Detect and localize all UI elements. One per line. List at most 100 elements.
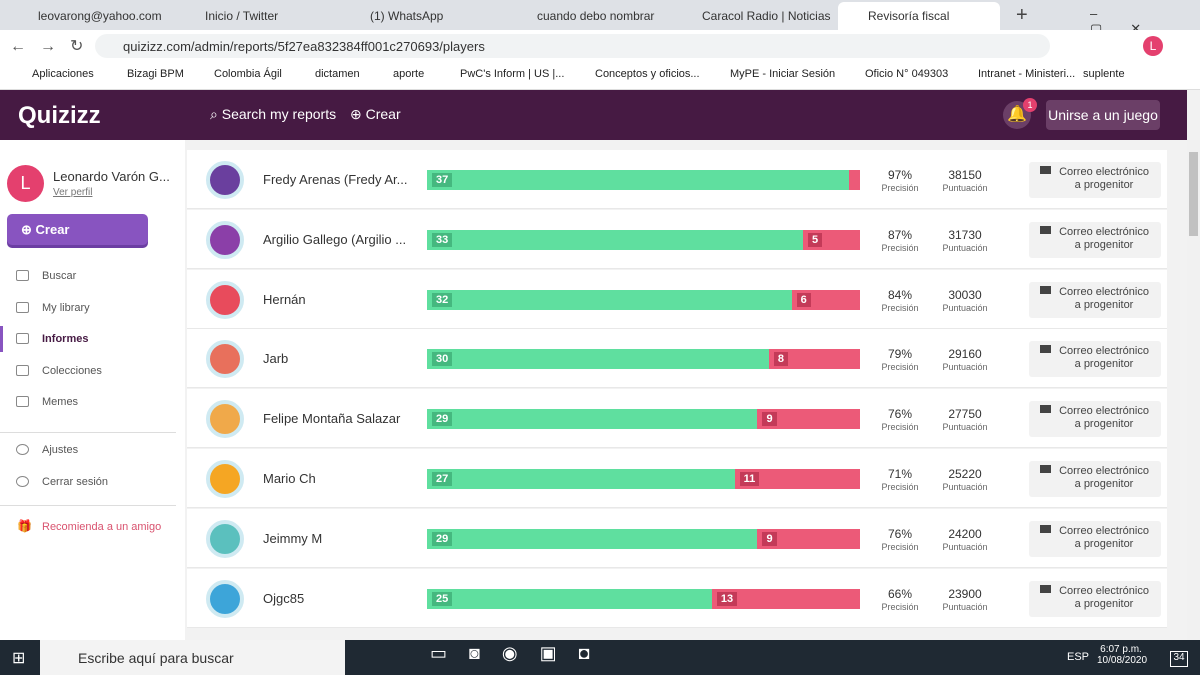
player-avatar	[206, 460, 244, 498]
score: 29160	[948, 347, 982, 362]
nav-item[interactable]: Ajustes	[42, 444, 79, 456]
correct-count: 30	[432, 352, 453, 367]
accuracy-label: Precisión	[881, 541, 919, 552]
bookmark[interactable]: Colombia Ágil	[214, 68, 282, 80]
profile-avatar[interactable]: L	[1143, 36, 1163, 56]
email-button[interactable]: Correo electrónico a progenitor	[1029, 162, 1161, 198]
player-name: Hernán	[263, 291, 306, 307]
bookmark[interactable]: MyPE - Iniciar Sesión	[730, 68, 836, 80]
address-bar[interactable]: quizizz.com/admin/reports/5f27ea832384ff…	[95, 34, 1050, 58]
search-label: Search my reports	[221, 106, 337, 122]
email-button[interactable]: Correo electrónico a progenitor	[1029, 580, 1161, 617]
bookmark[interactable]: Intranet - Ministeri...	[978, 68, 1076, 80]
player-avatar	[206, 519, 244, 558]
nav-item[interactable]: Colecciones	[42, 364, 102, 377]
bookmark[interactable]: aporte	[393, 68, 425, 80]
nav-item[interactable]: My library	[42, 301, 90, 314]
accuracy-label: Precisión	[881, 242, 919, 253]
player-avatar	[206, 280, 244, 319]
join-button[interactable]: Unirse a un juego	[1046, 100, 1160, 130]
score-label: Puntuación	[942, 541, 988, 552]
email-button[interactable]: Correo electrónico a progenitor	[1029, 341, 1161, 378]
divider	[0, 505, 176, 506]
player-name: Mario Ch	[263, 471, 316, 486]
search-reports[interactable]: ⌕ Search my reports	[210, 106, 337, 122]
score-label: Puntuación	[942, 302, 988, 313]
bookmark[interactable]: Oficio N° 049303	[865, 68, 949, 80]
email-button[interactable]: Correo electrónico a progenitor	[1029, 401, 1161, 438]
action-center[interactable]: 34	[1170, 651, 1188, 667]
incorrect-count: 6	[796, 292, 811, 307]
email-button[interactable]: Correo electrónico a progenitor	[1029, 520, 1161, 557]
bookmark[interactable]: dictamen	[315, 68, 360, 80]
email-icon	[1040, 405, 1051, 414]
browser-tab[interactable]: (1) WhatsApp	[370, 9, 444, 23]
browser-tab[interactable]: Caracol Radio | Noticias	[702, 9, 831, 23]
accuracy: 84%	[887, 287, 913, 302]
browser-tab[interactable]: leovarong@yahoo.com	[38, 9, 162, 23]
scrollbar[interactable]	[1187, 140, 1200, 640]
score-label: Puntuación	[942, 482, 988, 492]
bookmark[interactable]: Aplicaciones	[32, 68, 94, 80]
correct-bar	[427, 588, 712, 609]
nav-item[interactable]: Buscar	[42, 270, 77, 282]
player-name: Jeimmy M	[263, 530, 323, 546]
email-button[interactable]: Correo electrónico a progenitor	[1029, 281, 1161, 318]
new-tab[interactable]: +	[1016, 4, 1028, 26]
score-label: Puntuación	[942, 601, 988, 612]
accuracy-label: Precisión	[881, 422, 919, 433]
player-avatar	[206, 340, 244, 379]
profile-link[interactable]: Ver perfil	[53, 187, 93, 198]
score-label: Puntuación	[942, 362, 988, 373]
incorrect-bar	[768, 349, 860, 370]
correct-bar	[427, 349, 769, 370]
score: 38150	[948, 168, 982, 182]
player-name: Argilio Gallego (Argilio ...	[263, 231, 407, 247]
taskbar-apps[interactable]: ▭◙◉▣◘	[430, 643, 612, 663]
scroll-thumb[interactable]	[1189, 152, 1198, 236]
taskbar-search[interactable]: Escribe aquí para buscar	[40, 640, 345, 675]
email-icon	[1040, 166, 1051, 174]
app-header	[0, 90, 1187, 140]
email-button[interactable]: Correo electrónico a progenitor	[1029, 461, 1161, 497]
nav-buttons[interactable]: ←→↻	[10, 38, 98, 55]
nav-icon	[16, 396, 29, 407]
accuracy-label: Precisión	[881, 601, 919, 612]
email-icon	[1040, 225, 1051, 234]
bookmark[interactable]: suplente	[1083, 68, 1125, 80]
logo[interactable]: Quizizz	[18, 102, 101, 129]
email-icon	[1040, 465, 1051, 473]
incorrect-count: 8	[773, 352, 788, 367]
nav-icon	[16, 333, 29, 344]
bookmark[interactable]: PwC's Inform | US |...	[460, 68, 565, 80]
correct-bar	[427, 229, 804, 250]
incorrect-count: 9	[762, 412, 777, 427]
nav-item[interactable]: Informes	[42, 333, 89, 345]
score: 31730	[948, 227, 982, 242]
nav-item[interactable]: Cerrar sesión	[42, 475, 109, 488]
incorrect-bar	[711, 588, 860, 609]
email-button[interactable]: Correo electrónico a progenitor	[1029, 221, 1161, 258]
bookmark[interactable]: Bizagi BPM	[127, 68, 184, 80]
incorrect-count: 11	[739, 472, 760, 486]
refer-icon: 🎁	[17, 519, 32, 533]
bookmark[interactable]: Conceptos y oficios...	[595, 68, 700, 80]
nav-item[interactable]: Memes	[42, 396, 79, 408]
create-button[interactable]: ⊕ Crear	[7, 214, 148, 245]
browser-tab[interactable]: cuando debo nombrar	[537, 9, 655, 23]
start-button[interactable]: ⊞	[12, 650, 26, 667]
create-link[interactable]: ⊕ Crear	[350, 106, 401, 122]
clock: 6:07 p.m. 10/08/2020	[1097, 644, 1147, 666]
correct-bar	[427, 528, 758, 549]
score-label: Puntuación	[942, 242, 988, 253]
browser-tab[interactable]: Inicio / Twitter	[205, 9, 279, 23]
notification-badge: 1	[1023, 98, 1037, 112]
accuracy-label: Precisión	[881, 302, 919, 313]
correct-count: 33	[432, 232, 453, 247]
refer-link[interactable]: Recomienda a un amigo	[42, 521, 162, 533]
accuracy: 76%	[887, 526, 913, 541]
accuracy: 66%	[887, 586, 913, 601]
create-label: Crear	[365, 106, 401, 122]
browser-tab[interactable]: Revisoría fiscal	[838, 2, 1000, 30]
